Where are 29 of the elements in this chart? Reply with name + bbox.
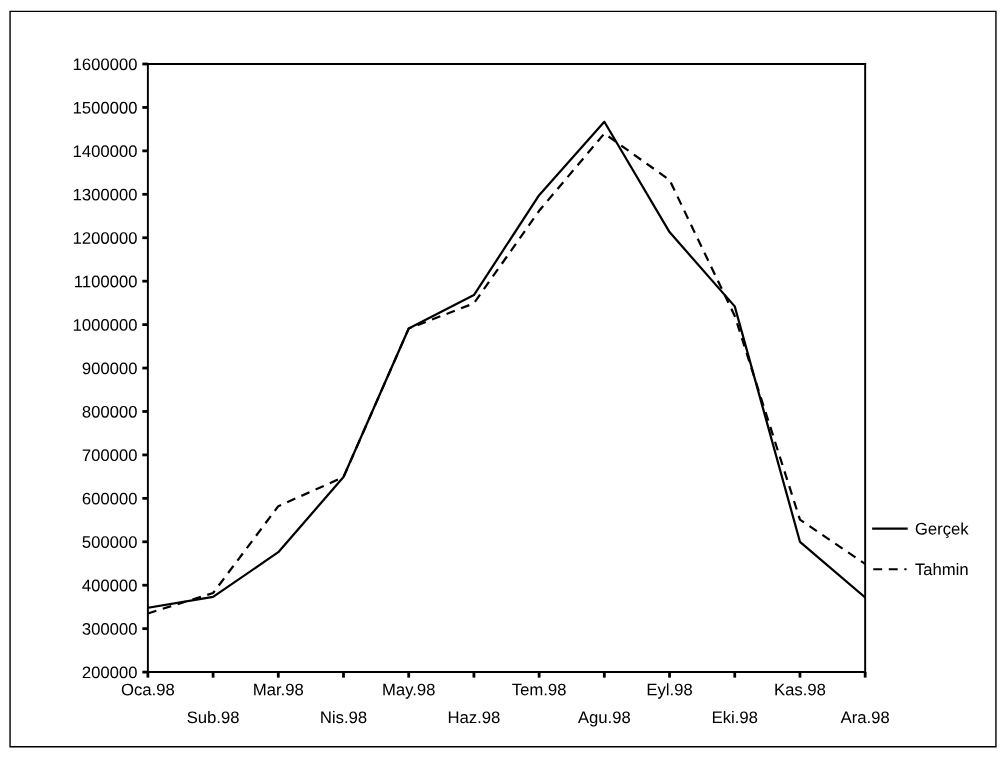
- x-tick-label: Mar.98: [254, 683, 304, 696]
- x-tick-label: Kas.98: [775, 683, 826, 696]
- x-tick-label: Eki.98: [712, 710, 758, 724]
- y-tick-label: 1200000: [73, 232, 137, 244]
- y-tick-label: 600000: [82, 492, 137, 505]
- y-tick-label: 200000: [82, 666, 137, 679]
- x-tick-label: Nis.98: [321, 710, 367, 724]
- x-tick-label: Sub.98: [187, 710, 239, 724]
- x-tick-label: Haz.98: [448, 711, 500, 724]
- legend-label: Gerçek: [915, 522, 969, 539]
- x-tick-label: Oca.98: [121, 683, 175, 696]
- y-tick-label: 300000: [82, 623, 137, 635]
- x-tick-label: Agu.98: [577, 711, 631, 727]
- y-tick-label: 800000: [82, 405, 137, 418]
- x-tick-label: Ara.98: [840, 711, 889, 724]
- y-tick-label: 1000000: [73, 319, 137, 331]
- x-tick-label: May.98: [383, 683, 435, 699]
- y-tick-label: 1300000: [73, 188, 137, 201]
- y-tick-label: 1100000: [75, 275, 137, 288]
- y-tick-label: 500000: [82, 536, 137, 548]
- y-tick-label: 1600000: [73, 58, 137, 71]
- y-tick-label: 700000: [82, 449, 137, 462]
- legend-label: Tahmin: [915, 563, 968, 576]
- y-tick-label: 900000: [82, 362, 137, 375]
- y-tick-label: 1400000: [73, 145, 137, 158]
- x-tick-label: Tem.98: [512, 683, 566, 696]
- y-tick-label: 1500000: [73, 101, 137, 114]
- y-tick-label: 400000: [82, 579, 137, 592]
- x-tick-label: Eyl.98: [647, 683, 692, 699]
